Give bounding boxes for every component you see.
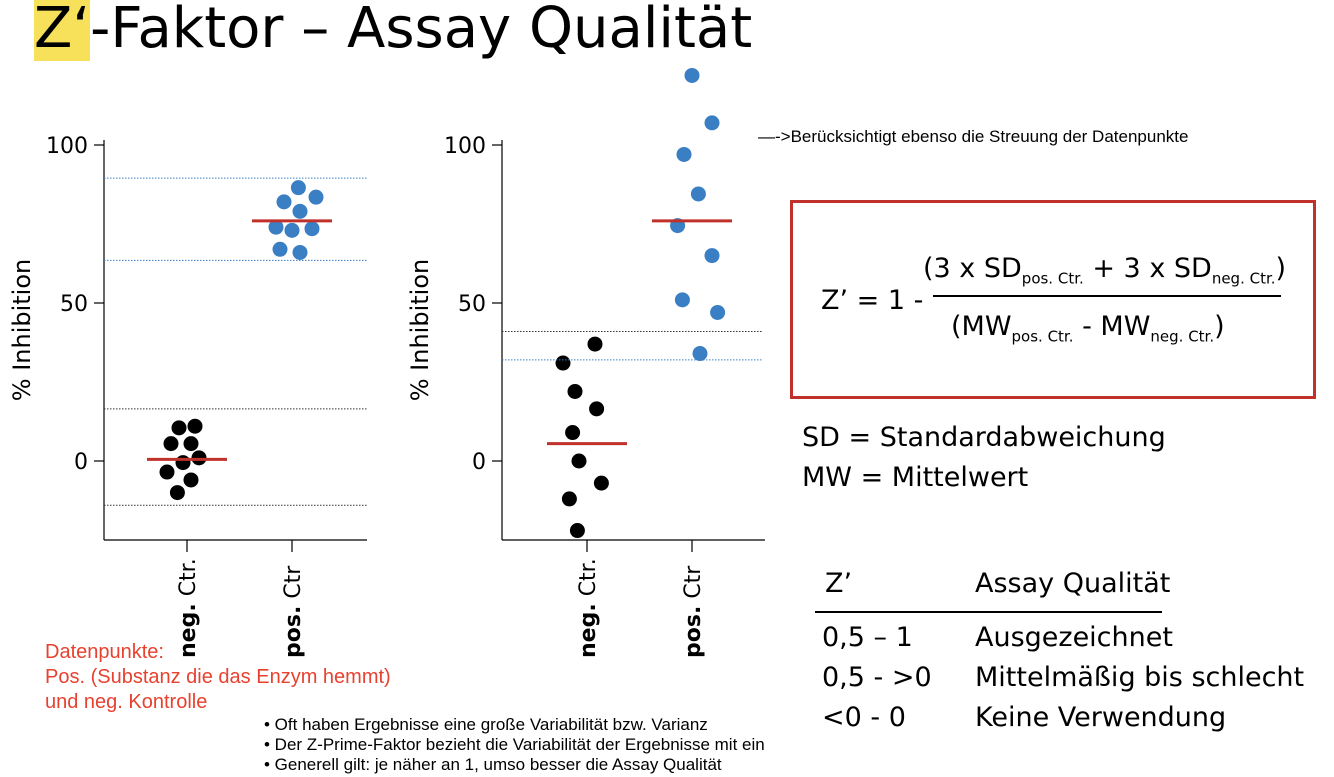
title-rest: -Faktor – Assay Qualität xyxy=(90,0,753,61)
bullet-item: • Der Z-Prime-Faktor bezieht die Variabi… xyxy=(264,735,765,754)
data-point xyxy=(704,248,720,264)
x-tick-label: pos. Ctr xyxy=(681,565,706,658)
data-point xyxy=(272,241,288,257)
data-point xyxy=(183,436,199,452)
data-point xyxy=(569,523,585,539)
quality-q-2: Keine Verwendung xyxy=(975,702,1227,733)
page-title: Z‘-Faktor – Assay Qualität xyxy=(34,0,752,64)
bullet-item: • Generell gilt: je näher an 1, umso bes… xyxy=(264,755,722,774)
data-point xyxy=(304,221,320,237)
def-sd: SD = Standardabweichung xyxy=(802,422,1166,453)
quality-divider xyxy=(815,611,1162,613)
title-highlight: Z‘ xyxy=(34,0,91,61)
definitions: SD = Standardabweichung MW = Mittelwert xyxy=(802,418,1166,498)
data-point xyxy=(169,485,185,501)
data-point xyxy=(692,346,708,362)
data-point xyxy=(555,355,571,371)
data-point xyxy=(284,222,300,238)
quality-q-1: Mittelmäßig bis schlecht xyxy=(975,662,1305,693)
data-point xyxy=(684,67,700,83)
data-point xyxy=(171,420,187,436)
quality-q-0: Ausgezeichnet xyxy=(975,622,1173,653)
data-point xyxy=(308,189,324,205)
data-point xyxy=(183,472,199,488)
def-mw: MW = Mittelwert xyxy=(802,462,1029,493)
data-point xyxy=(159,464,175,480)
data-point xyxy=(191,450,207,466)
y-tick-label: 50 xyxy=(60,292,88,317)
data-point xyxy=(292,203,308,219)
quality-header-z: Z’ xyxy=(825,568,853,599)
y-tick-label: 0 xyxy=(472,450,486,475)
formula-box: Z’ = 1 - (3 x SDpos. Ctr. + 3 x SDneg. C… xyxy=(790,200,1316,399)
data-point xyxy=(187,418,203,434)
x-tick-label: neg. Ctr. xyxy=(176,558,201,658)
y-axis-label: % Inhibition xyxy=(406,259,434,401)
data-point xyxy=(163,436,179,452)
y-tick-label: 50 xyxy=(458,292,486,317)
data-point xyxy=(567,383,583,399)
data-point xyxy=(561,491,577,507)
data-point xyxy=(565,425,581,441)
fraction-bar xyxy=(933,295,1281,297)
data-point xyxy=(690,186,706,202)
data-point xyxy=(587,336,603,352)
formula-lhs: Z’ = 1 - xyxy=(821,285,924,316)
y-axis-label: % Inhibition xyxy=(8,259,36,401)
y-tick-label: 100 xyxy=(46,134,88,159)
datapunkte-line1: Datenpunkte: xyxy=(45,641,164,663)
data-point xyxy=(292,244,308,260)
data-point xyxy=(589,401,605,417)
quality-z-2: <0 - 0 xyxy=(822,702,906,733)
formula-denominator: (MWpos. Ctr. - MWneg. Ctr.) xyxy=(951,311,1225,346)
formula-numerator: (3 x SDpos. Ctr. + 3 x SDneg. Ctr.) xyxy=(923,253,1287,288)
data-point xyxy=(175,455,191,471)
y-tick-label: 0 xyxy=(74,450,88,475)
data-point xyxy=(276,194,292,210)
datapunkte-note: Datenpunkte: Pos. (Substanz die das Enzy… xyxy=(45,640,391,715)
quality-z-1: 0,5 - >0 xyxy=(822,662,932,693)
data-point xyxy=(710,304,726,320)
data-point xyxy=(593,475,609,491)
datapunkte-line2: Pos. (Substanz die das Enzym hemmt) xyxy=(45,666,391,688)
arrow-note: —->Berücksichtigt ebenso die Streuung de… xyxy=(758,127,1189,146)
data-point xyxy=(676,146,692,162)
data-point xyxy=(290,180,306,196)
data-point xyxy=(704,115,720,131)
x-tick-label: pos. Ctr xyxy=(281,565,306,658)
y-tick-label: 100 xyxy=(444,134,486,159)
bullet-item: • Oft haben Ergebnisse eine große Variab… xyxy=(264,715,708,734)
bullet-list: • Oft haben Ergebnisse eine große Variab… xyxy=(264,715,765,775)
x-tick-label: neg. Ctr. xyxy=(576,558,601,658)
datapunkte-line3: und neg. Kontrolle xyxy=(45,691,208,713)
quality-z-0: 0,5 – 1 xyxy=(822,622,913,653)
data-point xyxy=(571,453,587,469)
data-point xyxy=(268,219,284,235)
quality-header-q: Assay Qualität xyxy=(975,568,1171,599)
data-point xyxy=(674,292,690,308)
